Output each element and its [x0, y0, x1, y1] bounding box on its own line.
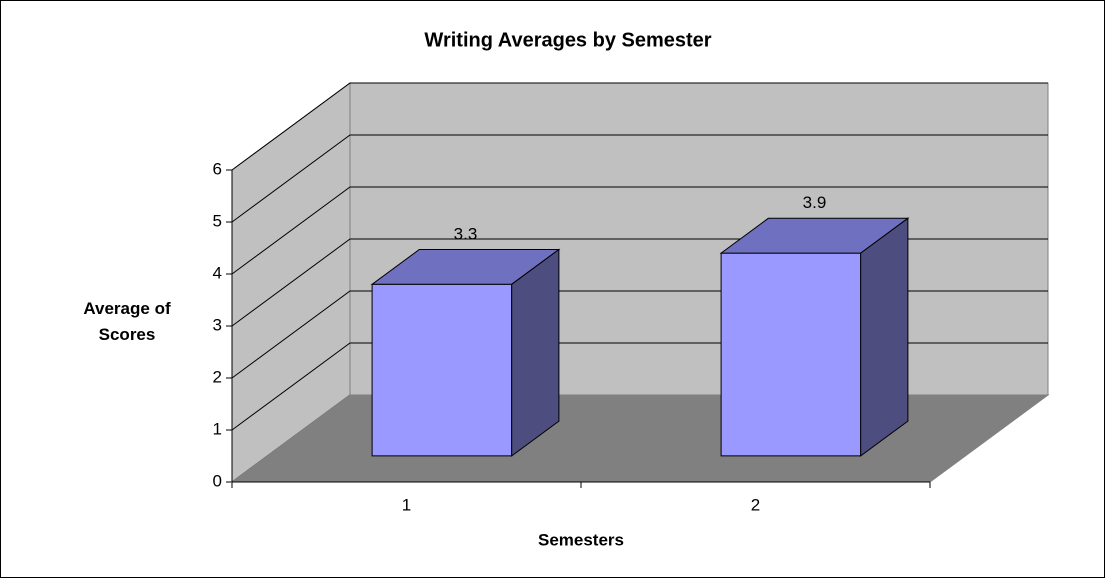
bar-front [371, 283, 513, 457]
bar [370, 248, 561, 457]
data-label: 3.3 [454, 224, 478, 243]
y-tick-label: 6 [213, 159, 222, 178]
y-tick-label: 5 [213, 211, 222, 230]
y-tick-label: 0 [213, 471, 222, 490]
bar-side [860, 217, 909, 457]
x-tick-label: 1 [402, 495, 411, 514]
grid-line [231, 82, 1048, 171]
y-tick-label: 4 [213, 263, 222, 282]
bar-side [511, 248, 560, 457]
y-axis-label: Average of Scores [83, 299, 171, 344]
data-label: 3.9 [803, 193, 827, 212]
grid-line [231, 186, 1048, 275]
x-tick-label: 2 [751, 495, 760, 514]
bar [719, 217, 910, 457]
y-tick-label: 2 [213, 367, 222, 386]
floor [230, 394, 1050, 483]
grid-line [231, 134, 1048, 223]
x-axis-label: Semesters [538, 530, 624, 549]
y-tick-label: 3 [213, 315, 222, 334]
bar-front [720, 252, 862, 457]
chart-title: Writing Averages by Semester [424, 29, 711, 51]
y-tick-label: 1 [213, 419, 222, 438]
